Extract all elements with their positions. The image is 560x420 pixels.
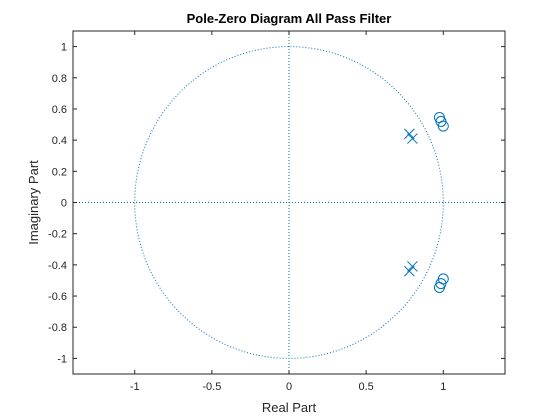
data-marks xyxy=(403,112,449,293)
pole-marker xyxy=(407,261,418,272)
pole-marker-stroke xyxy=(403,265,415,277)
y-tick-label: -0.4 xyxy=(48,260,67,272)
pole-marker xyxy=(403,265,415,277)
chart-title: Pole-Zero Diagram All Pass Filter xyxy=(187,11,392,26)
x-tick-label: 0.5 xyxy=(358,381,373,393)
pole-marker xyxy=(407,133,418,144)
y-tick-label: 0.8 xyxy=(52,73,67,85)
pole-marker-stroke xyxy=(407,133,418,144)
y-axis-ticks: 1 0.8 0.6 0.4 0.2 0 -0.2 -0.4 -0.6 -0.8 -1 xyxy=(48,42,505,365)
zero-marker xyxy=(437,120,449,132)
y-tick-label: 0.4 xyxy=(52,135,67,147)
x-tick-label: -1 xyxy=(130,381,140,393)
pole-marker-stroke xyxy=(403,128,415,140)
y-tick-label: -1 xyxy=(57,353,67,365)
x-axis-label: Real Part xyxy=(262,400,317,415)
zero-marker xyxy=(437,273,449,285)
y-tick-label: 0.6 xyxy=(52,104,67,116)
pole-marker xyxy=(403,128,415,140)
y-tick-label: -0.2 xyxy=(48,229,67,241)
y-tick-label: 0 xyxy=(61,198,67,210)
y-axis-label: Imaginary Part xyxy=(26,160,41,245)
x-tick-label: 1 xyxy=(440,381,446,393)
y-tick-label: -0.6 xyxy=(48,291,67,303)
pole-marker-stroke xyxy=(407,261,418,272)
x-tick-label: 0 xyxy=(286,381,292,393)
y-tick-label: 1 xyxy=(61,42,67,54)
y-tick-label: -0.8 xyxy=(48,322,67,334)
x-axis-ticks: -1 -0.5 0 0.5 1 xyxy=(130,31,446,393)
x-tick-label: -0.5 xyxy=(202,381,221,393)
y-tick-label: 0.2 xyxy=(52,166,67,178)
reference-lines xyxy=(73,31,505,374)
